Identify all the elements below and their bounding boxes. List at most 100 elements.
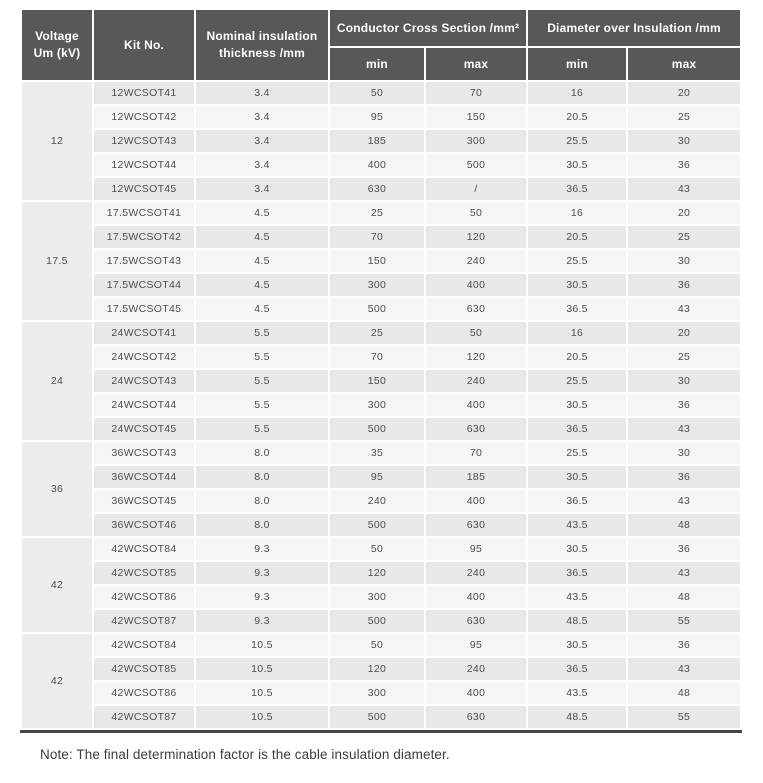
header-voltage: Voltage Um (kV) <box>22 10 92 80</box>
cell-kit-no: 42WCSOT86 <box>94 682 194 704</box>
cell-kit-no: 17.5WCSOT45 <box>94 298 194 320</box>
spec-table: Voltage Um (kV) Kit No. Nominal insulati… <box>20 8 743 733</box>
table-row: 36WCSOT46 8.0 500 630 43.5 48 <box>22 514 741 536</box>
cell-doi-min: 30.5 <box>528 154 627 176</box>
cell-doi-max: 25 <box>628 106 741 128</box>
cell-kit-no: 42WCSOT87 <box>94 610 194 632</box>
cell-doi-max: 48 <box>628 682 741 704</box>
cell-thickness: 3.4 <box>196 154 328 176</box>
cell-doi-min: 25.5 <box>528 442 627 464</box>
cell-ccs-max: 400 <box>426 394 527 416</box>
cell-ccs-max: 240 <box>426 658 527 680</box>
cell-thickness: 3.4 <box>196 106 328 128</box>
cell-thickness: 3.4 <box>196 82 328 104</box>
cell-thickness: 9.3 <box>196 538 328 560</box>
table-row: 24WCSOT42 5.5 70 120 20.5 25 <box>22 346 741 368</box>
cell-doi-max: 36 <box>628 634 741 656</box>
cell-doi-min: 36.5 <box>528 658 627 680</box>
cell-kit-no: 24WCSOT41 <box>94 322 194 344</box>
cell-ccs-max: 240 <box>426 562 527 584</box>
cell-voltage-group: 42 <box>22 634 92 728</box>
cell-doi-min: 43.5 <box>528 586 627 608</box>
cell-ccs-max: 240 <box>426 370 527 392</box>
header-ccs-max: max <box>426 48 527 80</box>
cell-doi-max: 30 <box>628 370 741 392</box>
table-row: 42WCSOT87 10.5 500 630 48.5 55 <box>22 706 741 728</box>
cell-doi-max: 43 <box>628 418 741 440</box>
table-row: 42WCSOT86 9.3 300 400 43.5 48 <box>22 586 741 608</box>
cell-thickness: 5.5 <box>196 418 328 440</box>
table-row: 12WCSOT43 3.4 185 300 25.5 30 <box>22 130 741 152</box>
cell-ccs-min: 95 <box>330 106 424 128</box>
cell-kit-no: 17.5WCSOT42 <box>94 226 194 248</box>
cell-ccs-min: 300 <box>330 682 424 704</box>
cell-doi-min: 48.5 <box>528 706 627 728</box>
cell-voltage-group: 12 <box>22 82 92 200</box>
cell-doi-max: 55 <box>628 706 741 728</box>
cell-ccs-max: 50 <box>426 202 527 224</box>
table-row: 42WCSOT87 9.3 500 630 48.5 55 <box>22 610 741 632</box>
header-doi-max: max <box>628 48 741 80</box>
cell-ccs-min: 50 <box>330 82 424 104</box>
cell-doi-min: 20.5 <box>528 106 627 128</box>
cell-ccs-min: 95 <box>330 466 424 488</box>
table-row: 17.5 17.5WCSOT41 4.5 25 50 16 20 <box>22 202 741 320</box>
table-row: 42WCSOT85 10.5 120 240 36.5 43 <box>22 658 741 680</box>
cell-kit-no: 12WCSOT42 <box>94 106 194 128</box>
cell-thickness: 4.5 <box>196 298 328 320</box>
cell-ccs-min: 500 <box>330 514 424 536</box>
header-nominal-thickness: Nominal insulation thickness /mm <box>196 10 328 80</box>
cell-doi-min: 16 <box>528 202 627 224</box>
cell-thickness: 8.0 <box>196 466 328 488</box>
cell-kit-no: 42WCSOT84 <box>94 634 194 656</box>
cell-ccs-max: 500 <box>426 154 527 176</box>
cell-kit-no: 12WCSOT45 <box>94 178 194 200</box>
cell-thickness: 4.5 <box>196 226 328 248</box>
cell-ccs-min: 300 <box>330 586 424 608</box>
cell-ccs-max: 630 <box>426 610 527 632</box>
cell-doi-max: 36 <box>628 466 741 488</box>
cell-doi-min: 25.5 <box>528 370 627 392</box>
cell-ccs-max: 400 <box>426 274 527 296</box>
cell-doi-max: 20 <box>628 82 741 104</box>
cell-doi-max: 43 <box>628 562 741 584</box>
header-conductor-cross-section: Conductor Cross Section /mm² <box>330 10 527 46</box>
table-row: 24WCSOT44 5.5 300 400 30.5 36 <box>22 394 741 416</box>
cell-ccs-max: 95 <box>426 634 527 656</box>
cell-doi-min: 43.5 <box>528 514 627 536</box>
cell-thickness: 10.5 <box>196 658 328 680</box>
cell-doi-min: 30.5 <box>528 634 627 656</box>
cell-ccs-min: 70 <box>330 226 424 248</box>
cell-ccs-min: 300 <box>330 394 424 416</box>
table-body: 12 12WCSOT41 3.4 50 70 16 20 12WCSOT42 3.4 95 150 2… <box>22 82 741 728</box>
cell-ccs-max: 630 <box>426 706 527 728</box>
cell-ccs-min: 50 <box>330 634 424 656</box>
cell-doi-min: 30.5 <box>528 274 627 296</box>
cell-ccs-min: 500 <box>330 418 424 440</box>
cell-doi-min: 20.5 <box>528 346 627 368</box>
table-row: 42 42WCSOT84 10.5 50 95 30.5 36 <box>22 634 741 728</box>
table-row: 17.5WCSOT44 4.5 300 400 30.5 36 <box>22 274 741 296</box>
cell-doi-min: 16 <box>528 82 627 104</box>
cell-ccs-min: 35 <box>330 442 424 464</box>
cell-doi-min: 36.5 <box>528 418 627 440</box>
cell-doi-min: 30.5 <box>528 466 627 488</box>
cell-ccs-max: 150 <box>426 106 527 128</box>
cell-ccs-max: / <box>426 178 527 200</box>
cell-doi-min: 25.5 <box>528 250 627 272</box>
cell-voltage-group: 36 <box>22 442 92 536</box>
cell-ccs-min: 240 <box>330 490 424 512</box>
cell-ccs-min: 150 <box>330 370 424 392</box>
table-row: 12WCSOT42 3.4 95 150 20.5 25 <box>22 106 741 128</box>
cell-ccs-min: 150 <box>330 250 424 272</box>
cell-kit-no: 17.5WCSOT41 <box>94 202 194 224</box>
cell-thickness: 5.5 <box>196 322 328 344</box>
table-row: 24WCSOT45 5.5 500 630 36.5 43 <box>22 418 741 440</box>
cell-thickness: 3.4 <box>196 178 328 200</box>
cell-doi-max: 36 <box>628 394 741 416</box>
cell-ccs-min: 630 <box>330 178 424 200</box>
table-row: 36 36WCSOT43 8.0 35 70 25.5 30 <box>22 442 741 536</box>
cell-doi-min: 36.5 <box>528 562 627 584</box>
cell-ccs-max: 185 <box>426 466 527 488</box>
cell-doi-min: 30.5 <box>528 538 627 560</box>
